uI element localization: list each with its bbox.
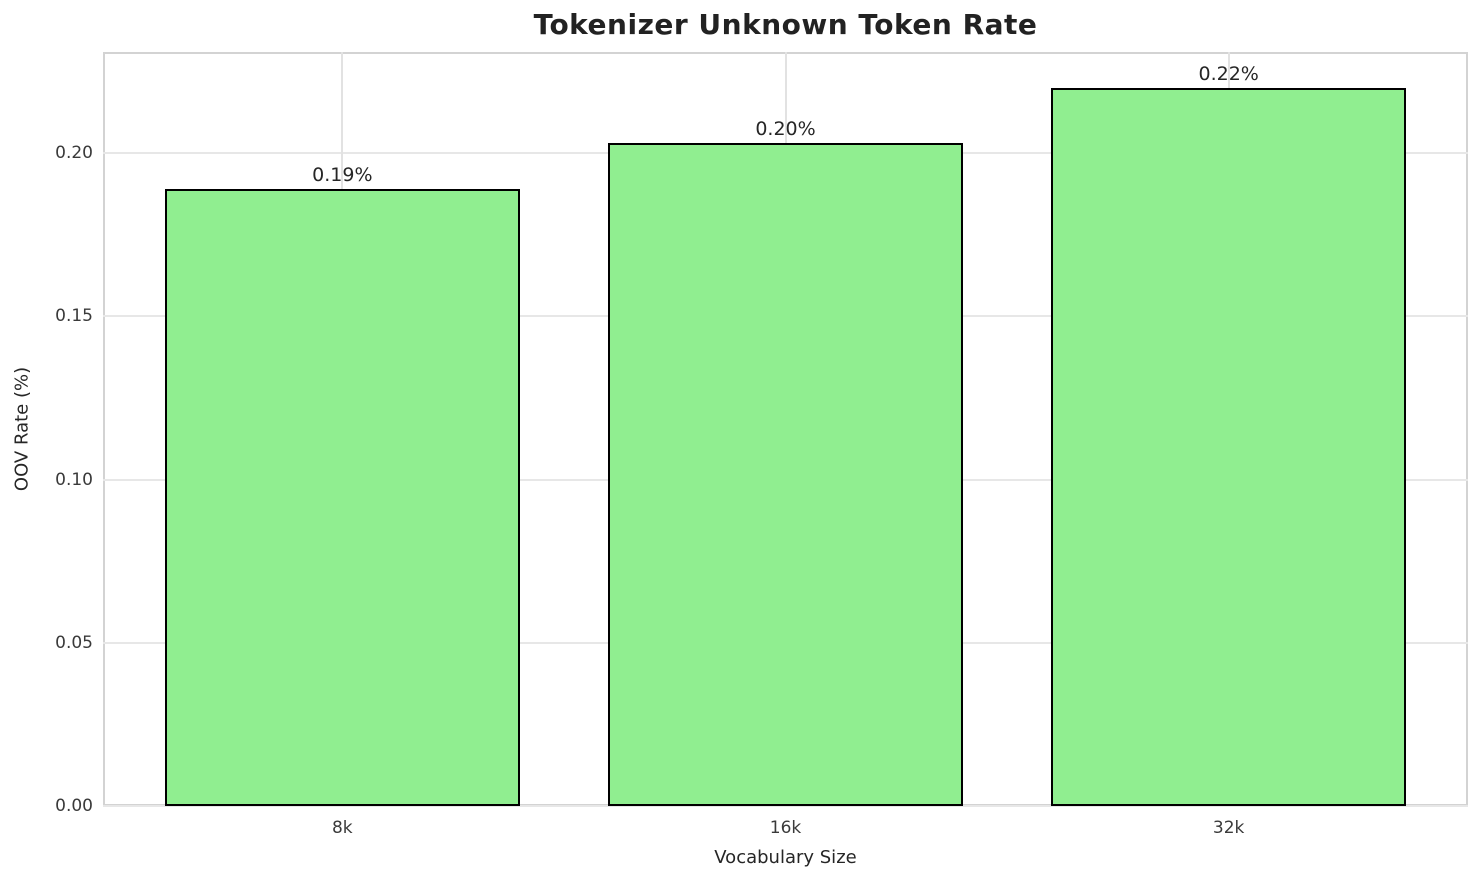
y-tick-label: 0.10 (55, 469, 93, 490)
bar-value-label: 0.22% (1198, 62, 1259, 85)
x-tick-label: 16k (769, 818, 802, 838)
bar (608, 143, 963, 806)
bar-value-label: 0.19% (312, 164, 373, 187)
y-tick-label: 0.15 (55, 306, 93, 327)
y-gridline (103, 805, 1468, 807)
bar (1051, 87, 1406, 806)
y-tick-label: 0.00 (55, 796, 93, 816)
y-tick-label: 0.05 (55, 632, 93, 653)
bar-value-label: 0.20% (755, 118, 816, 141)
bar (165, 189, 520, 806)
x-axis-label: Vocabulary Size (714, 847, 857, 868)
x-tick-label: 32k (1212, 818, 1245, 838)
chart-title: Tokenizer Unknown Token Rate (533, 8, 1038, 41)
y-tick-label: 0.20 (55, 143, 93, 164)
x-tick-label: 8k (331, 818, 353, 838)
